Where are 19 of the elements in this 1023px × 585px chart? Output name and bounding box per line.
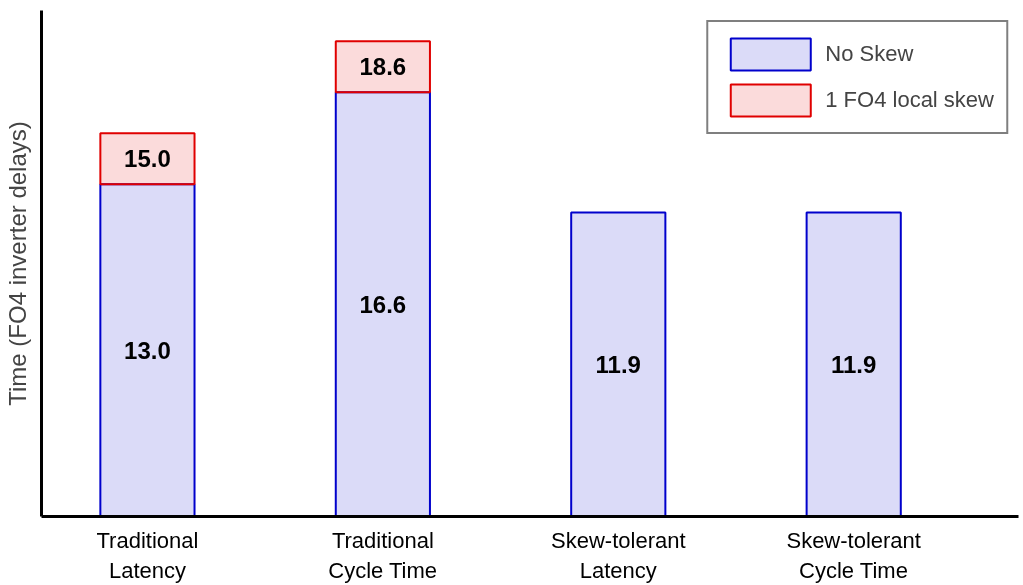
x-tick-label: Traditional Latency (96, 527, 199, 583)
x-tick-label: Skew-tolerant Cycle Time (786, 527, 921, 583)
data-label: 13.0 (124, 336, 171, 364)
y-axis-title: Time (FO4 inverter delays) (3, 121, 31, 406)
total-label: 15.0 (124, 145, 171, 173)
legend-label: 1 FO4 local skew (825, 87, 994, 113)
bar (334, 91, 431, 517)
bar (570, 211, 667, 517)
bar (99, 132, 196, 186)
bar (99, 183, 196, 517)
total-label: 18.6 (359, 53, 407, 81)
x-tick-label: Traditional Cycle Time (328, 527, 438, 583)
bar (334, 40, 431, 94)
legend-label: No Skew (825, 41, 914, 67)
data-label: 11.9 (831, 350, 877, 378)
x-tick-label: Skew-tolerant Latency (551, 527, 686, 583)
data-label: 11.9 (595, 350, 641, 378)
data-label: 16.6 (359, 290, 407, 318)
bar (805, 211, 902, 517)
